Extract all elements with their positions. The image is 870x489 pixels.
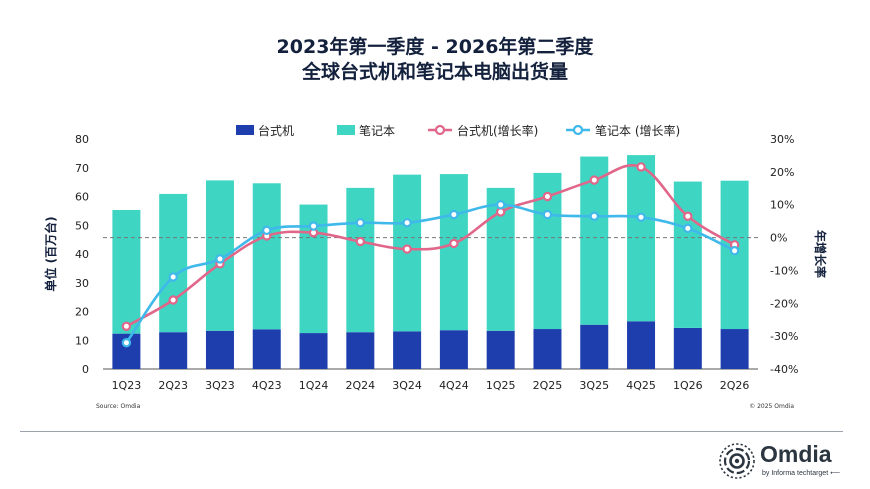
y-tick-label: 80 [75, 133, 89, 146]
bar-desktop [252, 329, 281, 369]
legend-notebook-growth-swatch-marker [572, 124, 584, 136]
y2-tick-label: -20% [770, 297, 798, 310]
y-tick-label: 0 [82, 363, 89, 376]
notebook-growth-point [542, 209, 553, 220]
source-note: Source: Omdia [96, 403, 141, 410]
bar-desktop [720, 329, 749, 369]
notebook-growth-point [355, 218, 366, 228]
x-tick-label: 2Q23 [158, 379, 188, 392]
bar-desktop [393, 331, 422, 369]
notebook-growth-point [449, 209, 459, 220]
y-tick-label: 30 [75, 277, 89, 290]
x-tick-label: 4Q23 [252, 379, 282, 392]
y-tick-label: 50 [75, 219, 89, 232]
notebook-growth-point [215, 254, 225, 264]
notebook-growth-point [308, 221, 319, 231]
bar-desktop [580, 324, 609, 369]
axes: 0 10 20 30 40 50 60 70 80 -40% -30% -20% -10% 0% 10% 20… [43, 133, 828, 392]
y2-tick-label: -40% [770, 363, 798, 376]
x-tick-label: 2Q26 [720, 379, 750, 392]
y-tick-label: 40 [75, 248, 89, 261]
bar-desktop [439, 330, 468, 369]
desktop-growth-point [683, 211, 693, 221]
desktop-growth-point [121, 321, 132, 331]
bar-desktop [486, 330, 515, 369]
bar-desktop [627, 321, 656, 369]
y2-tick-label: 0% [770, 232, 787, 245]
bar-notebook [112, 210, 141, 334]
notebook-growth-point [402, 218, 412, 228]
desktop-growth-point [542, 191, 553, 202]
bar-notebook [346, 187, 375, 333]
logo-wordmark: Omdia [760, 441, 832, 467]
copyright-note: © 2025 Omdia [749, 403, 794, 410]
x-tick-label: 2Q25 [533, 379, 563, 392]
x-tick-label: 1Q23 [112, 379, 142, 392]
notebook-growth-point [683, 223, 693, 234]
legend-notebook-growth-label: 笔记本 (增长率) [595, 123, 680, 138]
y2-tick-label: 10% [770, 199, 794, 212]
footer-divider [20, 431, 843, 432]
desktop-growth-point [495, 207, 506, 217]
bar-notebook [627, 155, 656, 322]
chart-title-line1: 2023年第一季度 - 2026年第二季度 [276, 36, 594, 58]
legend-notebook-swatch [337, 125, 355, 135]
notebook-growth-point [589, 211, 599, 221]
notebook-growth-point [168, 272, 178, 282]
x-tick-label: 1Q25 [486, 379, 516, 392]
y-tick-label: 70 [75, 162, 89, 175]
chart-title-line2: 全球台式机和笔记本电脑出货量 [301, 61, 568, 83]
desktop-growth-point [355, 236, 366, 247]
desktop-growth-point [589, 175, 599, 185]
y2-tick-label: 20% [770, 166, 794, 179]
desktop-growth-point [402, 244, 412, 254]
x-tick-label: 1Q24 [299, 379, 329, 392]
x-tick-label: 4Q25 [626, 379, 656, 392]
bar-desktop [533, 329, 562, 369]
y-tick-label: 10 [75, 334, 89, 347]
legend-notebook-label: 笔记本 [359, 123, 395, 138]
y2-tick-label: 30% [770, 133, 794, 146]
x-tick-label: 1Q26 [673, 379, 703, 392]
desktop-growth-point [636, 162, 646, 172]
y-axis-title: 单位 (百万台) [43, 216, 58, 291]
bar-desktop [205, 330, 234, 369]
omdia-logo: Omdia by Informa techtarget ⟵ [718, 440, 848, 482]
legend-desktop-swatch [236, 125, 254, 135]
bar-desktop [346, 332, 375, 369]
y-tick-label: 60 [75, 191, 89, 204]
notebook-growth-point [495, 200, 506, 210]
x-tick-label: 3Q24 [392, 379, 422, 392]
legend: 台式机 笔记本 台式机(增长率) 笔记本 (增长率) [236, 123, 680, 138]
desktop-growth-point [168, 295, 178, 305]
notebook-growth-point [636, 212, 646, 222]
logo-tagline: by Informa techtarget ⟵ [762, 470, 841, 477]
y2-axis-title: 年增长率 [813, 230, 828, 278]
bar-desktop [299, 333, 328, 369]
bar-desktop [159, 332, 188, 369]
chart: 0 10 20 30 40 50 60 70 80 -40% -30% -20% -10% 0% 10% 20… [43, 123, 828, 410]
legend-desktop-growth-swatch-marker [434, 124, 446, 136]
x-tick-label: 4Q24 [439, 379, 469, 392]
y2-tick-label: -30% [770, 330, 798, 343]
x-tick-label: 3Q23 [205, 379, 235, 392]
y-tick-label: 20 [75, 306, 89, 319]
legend-desktop-label: 台式机 [258, 123, 294, 138]
bar-notebook [159, 193, 188, 333]
legend-desktop-growth-label: 台式机(增长率) [457, 123, 538, 138]
bar-notebook [252, 183, 281, 330]
y2-tick-label: -10% [770, 264, 798, 277]
omdia-logo-icon [719, 443, 755, 479]
desktop-growth-point [449, 238, 459, 249]
bar-notebook [439, 174, 468, 331]
notebook-growth-point [262, 225, 272, 236]
notebook-growth-point [729, 246, 740, 256]
notebook-growth-point [121, 338, 132, 348]
x-tick-label: 3Q25 [579, 379, 609, 392]
x-tick-label: 2Q24 [345, 379, 375, 392]
bar-desktop [673, 327, 702, 369]
bar-notebook [673, 181, 702, 328]
growth-lines [121, 162, 740, 348]
